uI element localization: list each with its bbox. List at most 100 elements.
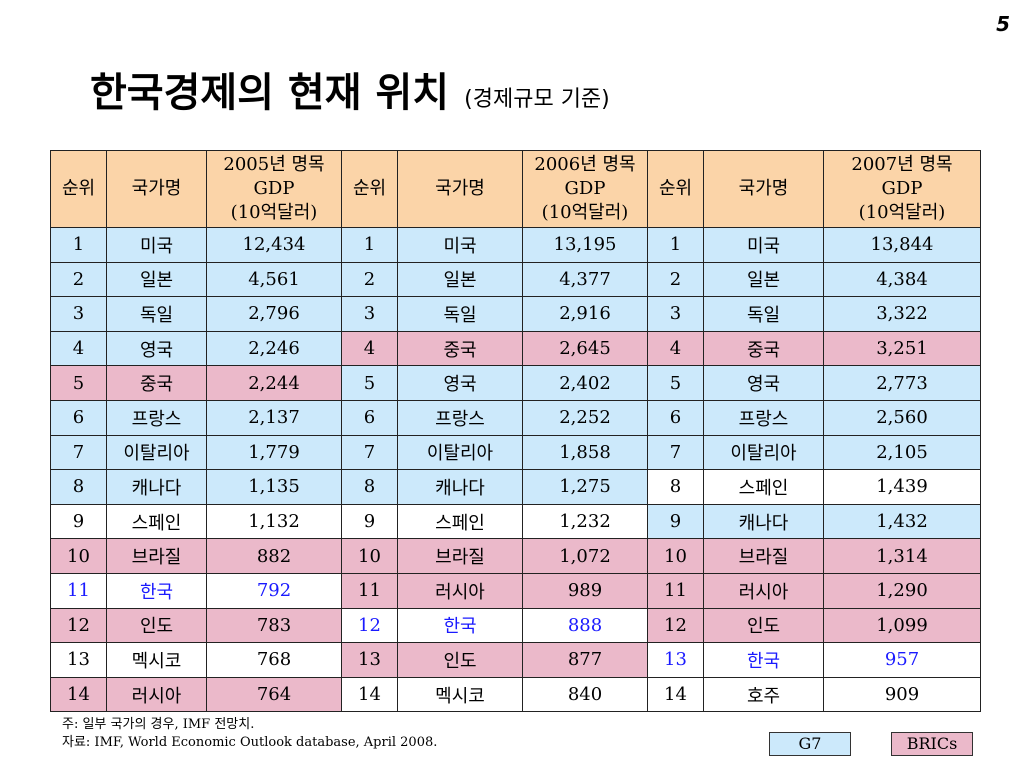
rank-cell-2007: 12 bbox=[647, 607, 704, 644]
gdp-cell-2005: 12,434 bbox=[206, 227, 342, 263]
rank-cell-2005: 11 bbox=[50, 572, 107, 609]
rank-cell-2006: 14 bbox=[341, 676, 398, 713]
table-row: 9 스페인 1,132 9 스페인 1,232 9 캐나다 1,432 bbox=[50, 503, 981, 540]
rank-cell-2006: 2 bbox=[341, 261, 398, 298]
country-cell-2006: 영국 bbox=[397, 365, 523, 401]
gdp-cell-2006: 2,402 bbox=[522, 365, 648, 401]
rank-cell-2007: 10 bbox=[647, 538, 704, 574]
country-cell-2005: 멕시코 bbox=[106, 642, 207, 678]
header-country-2006: 국가명 bbox=[397, 150, 523, 228]
country-cell-2006: 미국 bbox=[397, 227, 523, 263]
gdp-cell-2006: 13,195 bbox=[522, 227, 648, 263]
gdp-cell-2006: 2,645 bbox=[522, 330, 648, 367]
rank-cell-2005: 6 bbox=[50, 399, 107, 436]
gdp-cell-2007: 1,099 bbox=[823, 607, 981, 644]
footnotes: 주: 일부 국가의 경우, IMF 전망치. 자료: IMF, World Ec… bbox=[62, 716, 437, 752]
country-cell-2005: 이탈리아 bbox=[106, 434, 207, 471]
header-rank-2005: 순위 bbox=[50, 150, 107, 228]
legend-brics: BRICs bbox=[891, 732, 973, 756]
table-row: 4 영국 2,246 4 중국 2,645 4 중국 3,251 bbox=[50, 330, 981, 367]
rank-cell-2006: 9 bbox=[341, 503, 398, 540]
country-cell-2005: 스페인 bbox=[106, 503, 207, 540]
country-cell-2006: 한국 bbox=[397, 607, 523, 644]
gdp-cell-2007: 1,432 bbox=[823, 503, 981, 540]
rank-cell-2005: 12 bbox=[50, 607, 107, 644]
gdp-cell-2007: 957 bbox=[823, 642, 981, 678]
country-cell-2006: 이탈리아 bbox=[397, 434, 523, 471]
rank-cell-2006: 6 bbox=[341, 399, 398, 436]
gdp-cell-2006: 2,252 bbox=[522, 399, 648, 436]
header-country-2005: 국가명 bbox=[106, 150, 207, 228]
table-row: 3 독일 2,796 3 독일 2,916 3 독일 3,322 bbox=[50, 296, 981, 332]
gdp-cell-2006: 1,232 bbox=[522, 503, 648, 540]
country-cell-2005: 한국 bbox=[106, 572, 207, 609]
rank-cell-2005: 3 bbox=[50, 296, 107, 332]
rank-cell-2005: 8 bbox=[50, 469, 107, 505]
country-cell-2007: 중국 bbox=[703, 330, 824, 367]
country-cell-2006: 멕시코 bbox=[397, 676, 523, 713]
country-cell-2005: 미국 bbox=[106, 227, 207, 263]
gdp-cell-2005: 2,796 bbox=[206, 296, 342, 332]
rank-cell-2007: 5 bbox=[647, 365, 704, 401]
gdp-cell-2007: 2,560 bbox=[823, 399, 981, 436]
table-row: 10 브라질 882 10 브라질 1,072 10 브라질 1,314 bbox=[50, 538, 981, 574]
country-cell-2007: 영국 bbox=[703, 365, 824, 401]
rank-cell-2007: 8 bbox=[647, 469, 704, 505]
gdp-cell-2007: 3,251 bbox=[823, 330, 981, 367]
rank-cell-2005: 4 bbox=[50, 330, 107, 367]
rank-cell-2007: 13 bbox=[647, 642, 704, 678]
country-cell-2005: 독일 bbox=[106, 296, 207, 332]
rank-cell-2005: 10 bbox=[50, 538, 107, 574]
header-country-2007: 국가명 bbox=[703, 150, 824, 228]
table-row: 5 중국 2,244 5 영국 2,402 5 영국 2,773 bbox=[50, 365, 981, 401]
rank-cell-2006: 7 bbox=[341, 434, 398, 471]
rank-cell-2006: 8 bbox=[341, 469, 398, 505]
rank-cell-2007: 14 bbox=[647, 676, 704, 713]
gdp-cell-2006: 1,275 bbox=[522, 469, 648, 505]
country-cell-2005: 프랑스 bbox=[106, 399, 207, 436]
country-cell-2006: 스페인 bbox=[397, 503, 523, 540]
table-row: 6 프랑스 2,137 6 프랑스 2,252 6 프랑스 2,560 bbox=[50, 399, 981, 436]
gdp-cell-2007: 1,314 bbox=[823, 538, 981, 574]
rank-cell-2007: 11 bbox=[647, 572, 704, 609]
rank-cell-2006: 4 bbox=[341, 330, 398, 367]
rank-cell-2006: 1 bbox=[341, 227, 398, 263]
country-cell-2005: 인도 bbox=[106, 607, 207, 644]
footnote-note: 주: 일부 국가의 경우, IMF 전망치. bbox=[62, 717, 255, 732]
gdp-cell-2005: 768 bbox=[206, 642, 342, 678]
table-row: 12 인도 783 12 한국 888 12 인도 1,099 bbox=[50, 607, 981, 644]
gdp-cell-2007: 1,290 bbox=[823, 572, 981, 609]
rank-cell-2006: 13 bbox=[341, 642, 398, 678]
gdp-cell-2006: 1,858 bbox=[522, 434, 648, 471]
rank-cell-2007: 2 bbox=[647, 261, 704, 298]
country-cell-2005: 브라질 bbox=[106, 538, 207, 574]
rank-cell-2006: 12 bbox=[341, 607, 398, 644]
gdp-cell-2007: 2,105 bbox=[823, 434, 981, 471]
country-cell-2007: 독일 bbox=[703, 296, 824, 332]
title-main: 한국경제의 현재 위치 bbox=[90, 70, 450, 116]
table-body: 1 미국 12,434 1 미국 13,195 1 미국 13,844 2 일본 4,561 2 일본 4,… bbox=[50, 227, 981, 713]
rank-cell-2006: 10 bbox=[341, 538, 398, 574]
rank-cell-2007: 1 bbox=[647, 227, 704, 263]
country-cell-2007: 러시아 bbox=[703, 572, 824, 609]
rank-cell-2006: 3 bbox=[341, 296, 398, 332]
gdp-cell-2005: 4,561 bbox=[206, 261, 342, 298]
table-header-row: 순위 국가명 2005년 명목 GDP (10억달러) 순위 국가명 2006년… bbox=[50, 150, 981, 228]
gdp-cell-2005: 792 bbox=[206, 572, 342, 609]
country-cell-2007: 인도 bbox=[703, 607, 824, 644]
gdp-cell-2005: 764 bbox=[206, 676, 342, 713]
table-row: 7 이탈리아 1,779 7 이탈리아 1,858 7 이탈리아 2,105 bbox=[50, 434, 981, 471]
country-cell-2005: 캐나다 bbox=[106, 469, 207, 505]
gdp-cell-2005: 783 bbox=[206, 607, 342, 644]
header-gdp-2006: 2006년 명목 GDP (10억달러) bbox=[522, 150, 648, 228]
gdp-cell-2005: 882 bbox=[206, 538, 342, 574]
rank-cell-2006: 5 bbox=[341, 365, 398, 401]
country-cell-2006: 캐나다 bbox=[397, 469, 523, 505]
rank-cell-2005: 2 bbox=[50, 261, 107, 298]
gdp-cell-2006: 4,377 bbox=[522, 261, 648, 298]
country-cell-2007: 프랑스 bbox=[703, 399, 824, 436]
header-gdp-2007: 2007년 명목 GDP (10억달러) bbox=[823, 150, 981, 228]
table-row: 14 러시아 764 14 멕시코 840 14 호주 909 bbox=[50, 676, 981, 713]
gdp-cell-2005: 1,779 bbox=[206, 434, 342, 471]
gdp-cell-2005: 2,137 bbox=[206, 399, 342, 436]
